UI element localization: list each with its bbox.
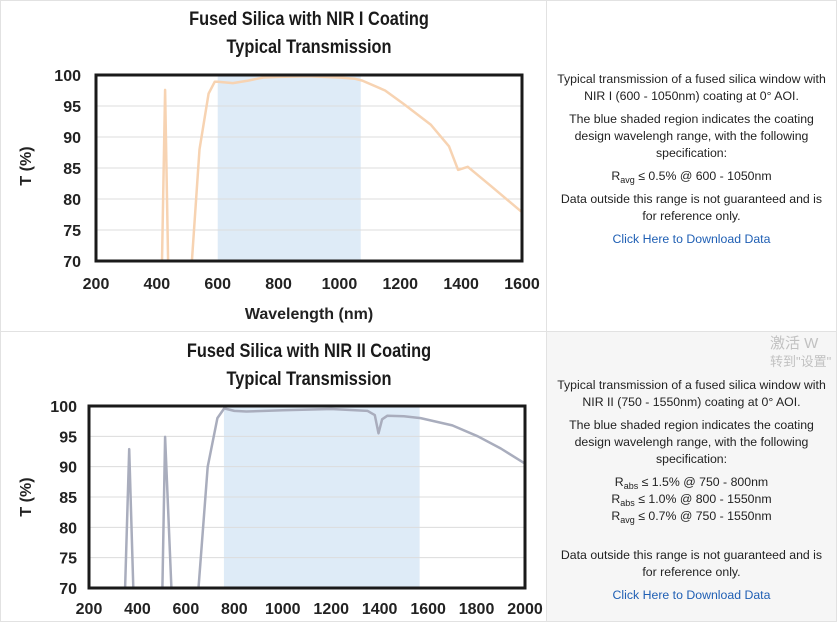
x-tick-label: 1200 [313,601,349,618]
plot-frame [94,73,524,263]
chart-title: Fused Silica with NIR I Coating Typical … [96,6,523,62]
y-tick-label: 80 [63,192,81,209]
x-tick-label: 200 [76,601,103,618]
x-tick-label: 800 [265,276,292,293]
spec-symbol: R [614,475,624,489]
y-tick-label: 95 [63,99,81,116]
x-tick-label: 800 [221,601,248,618]
x-tick-label: 400 [144,276,171,293]
spec-subscript: avg [620,175,635,185]
y-tick-label: 75 [63,223,81,240]
chart-cell-nir1: Fused Silica with NIR I Coating Typical … [0,0,547,332]
intro-text: Typical transmission of a fused silica w… [557,72,826,103]
spec-list: Ravg ≤ 0.5% @ 600 - 1050nm [553,168,830,185]
x-tick-label: 600 [173,601,200,618]
x-tick-label: 1400 [362,601,398,618]
activation-watermark-line2: 转到"设置" [770,354,832,369]
chart-title: Fused Silica with NIR II Coating Typical… [96,338,523,394]
spec-subscript: avg [620,515,635,525]
y-tick-label: 85 [63,161,81,178]
x-tick-label: 200 [83,276,110,293]
x-tick-label: 1000 [265,601,301,618]
x-tick-label: 1800 [459,601,495,618]
spec-symbol: R [611,169,621,183]
description-panel-nir2: Typical transmission of a fused silica w… [546,331,837,622]
disclaimer-text: Data outside this range is not guarantee… [560,192,823,223]
x-tick-label: 1600 [410,601,446,618]
x-tick-label: 1600 [504,276,540,293]
y-tick-label: 80 [59,520,77,537]
spec-symbol: R [611,509,621,523]
spec-value: ≤ 1.0% @ 800 - 1550nm [634,492,772,506]
description-panel-nir1: Typical transmission of a fused silica w… [546,0,837,332]
shade-note: The blue shaded region indicates the coa… [569,418,814,466]
transmission-chart-nir2: 70 75 80 85 90 95 100 200 400 600 800 1000 1200 1400 1… [18,399,543,618]
x-tick-label: 2000 [507,601,543,618]
y-tick-label: 70 [63,254,81,271]
spec-line: Rabs ≤ 1.5% @ 750 - 800nm [553,474,830,491]
x-tick-label: 600 [204,276,231,293]
x-tick-label: 1200 [382,276,418,293]
transmission-chart-nir1: 70 75 80 85 90 95 100 200 400 600 800 1000 1200 1400 1… [18,68,540,323]
x-tick-label: 1000 [322,276,358,293]
x-axis-label: Wavelength (nm) [245,306,373,323]
spec-subscript: abs [620,498,635,508]
chart-subtitle: Typical Transmission [226,37,392,58]
spec-line: Ravg ≤ 0.5% @ 600 - 1050nm [553,168,830,185]
disclaimer-text: Data outside this range is not guarantee… [560,548,823,579]
shade-note: The blue shaded region indicates the coa… [569,112,814,160]
download-data-link[interactable]: Click Here to Download Data [612,588,771,602]
y-tick-label: 90 [63,130,81,147]
y-axis-label: T (%) [18,146,35,185]
activation-watermark-line1: 激活 W [770,335,819,352]
chart-cell-nir2: Fused Silica with NIR II Coating Typical… [0,331,547,622]
x-tick-label: 400 [124,601,151,618]
spec-list: Rabs ≤ 1.5% @ 750 - 800nm Rabs ≤ 1.0% @ 8… [553,474,830,525]
spec-line: Ravg ≤ 0.7% @ 750 - 1550nm [553,508,830,525]
chart-title-line1: Fused Silica with NIR I Coating [189,9,429,30]
plot-frame [87,404,527,590]
y-axis-label: T (%) [18,477,35,516]
spec-value: ≤ 1.5% @ 750 - 800nm [638,475,769,489]
x-tick-label: 1400 [443,276,479,293]
intro-text: Typical transmission of a fused silica w… [557,378,826,409]
transmission-curve [160,75,522,261]
y-tick-label: 100 [54,68,81,85]
spec-value: ≤ 0.7% @ 750 - 1550nm [634,509,772,523]
transmission-curve [123,407,525,588]
chart-title-line1: Fused Silica with NIR II Coating [186,341,432,362]
y-tick-label: 75 [59,551,77,568]
download-data-link[interactable]: Click Here to Download Data [612,232,771,246]
spec-symbol: R [611,492,621,506]
y-tick-label: 95 [59,429,77,446]
y-tick-label: 90 [59,460,77,477]
spec-subscript: abs [623,481,639,491]
spec-value: ≤ 0.5% @ 600 - 1050nm [634,169,772,183]
spec-line: Rabs ≤ 1.0% @ 800 - 1550nm [553,491,830,508]
y-tick-label: 100 [50,399,77,416]
y-tick-label: 70 [59,581,77,598]
chart-subtitle: Typical Transmission [226,369,392,390]
y-tick-label: 85 [59,490,77,507]
